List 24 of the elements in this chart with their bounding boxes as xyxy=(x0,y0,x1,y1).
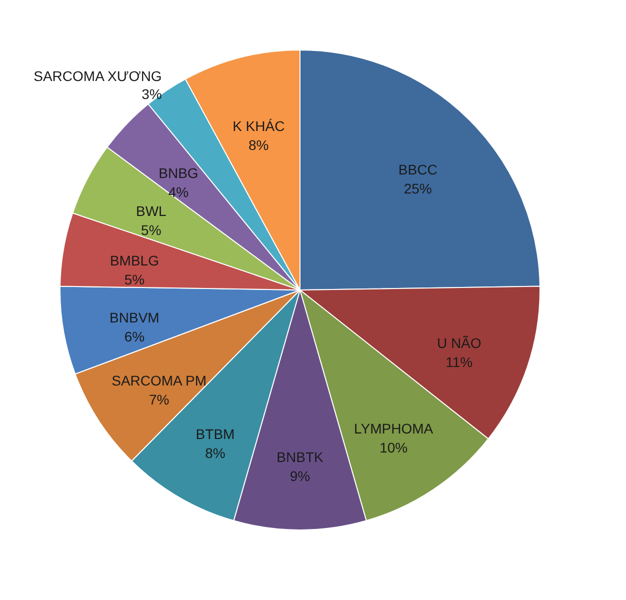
slice-label: U NÃO xyxy=(436,334,482,351)
slice-label: BNBG xyxy=(158,165,198,182)
slice-label: BWL xyxy=(136,203,167,220)
slice-label: BBCC xyxy=(398,161,438,178)
data-label: 9% xyxy=(290,468,310,484)
data-label: 10% xyxy=(380,440,408,456)
data-label: 5% xyxy=(124,271,145,288)
data-label: 8% xyxy=(205,445,226,462)
slice-label: BTBM xyxy=(196,426,235,442)
slice-label: SARCOMA PM xyxy=(112,372,207,388)
slice-label: BNBTK xyxy=(276,449,324,465)
data-label: 8% xyxy=(248,137,269,154)
data-label: 25% xyxy=(404,180,432,196)
slice-label: K KHÁC xyxy=(232,118,285,134)
data-label: 4% xyxy=(168,184,189,200)
slice-label: LYMPHOMA xyxy=(354,420,434,437)
slice-label: BMBLG xyxy=(110,252,159,268)
slice-label: SARCOMA XƯƠNG xyxy=(34,68,162,84)
data-label: 11% xyxy=(446,354,473,370)
data-label: 3% xyxy=(142,86,162,102)
data-label: 7% xyxy=(148,391,170,408)
slice-label: BNBVM xyxy=(110,310,160,326)
data-label: 6% xyxy=(124,328,145,345)
data-label: 5% xyxy=(141,222,162,238)
